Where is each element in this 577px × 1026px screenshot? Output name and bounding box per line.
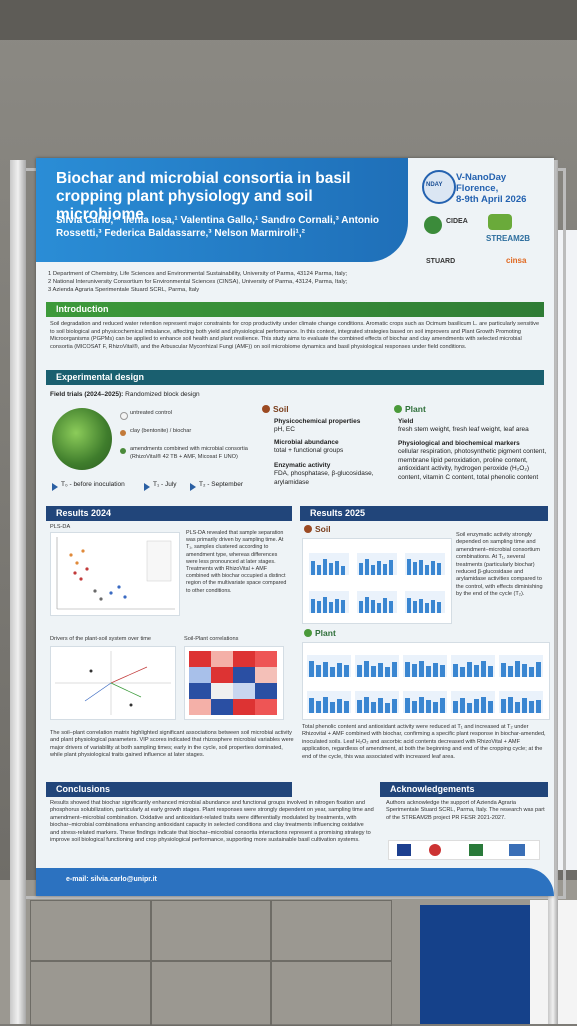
plant-heading: Plant bbox=[394, 404, 426, 414]
timeline-t2: T₂ - September bbox=[199, 481, 244, 488]
results-plant-heading: Plant bbox=[304, 628, 336, 638]
plant-bar-panels bbox=[307, 655, 543, 713]
eu-flag-icon bbox=[397, 844, 411, 856]
introduction-heading: Introduction bbox=[46, 302, 544, 317]
plant-icon bbox=[394, 405, 402, 413]
field-trials-line: Field trials (2024–2025): Randomized blo… bbox=[50, 391, 200, 398]
heatmap-grid bbox=[189, 651, 277, 715]
amendment-marker-icon bbox=[120, 430, 126, 436]
drivers-label: Drivers of the plant-soil system over ti… bbox=[50, 636, 152, 642]
soil-item-2: Microbial abundance total + functional gr… bbox=[274, 439, 344, 455]
conclusions-text: Results showed that biochar significantl… bbox=[50, 800, 374, 844]
republic-emblem-icon bbox=[429, 844, 441, 856]
results-2025-heading: Results 2025 bbox=[300, 506, 548, 521]
timeline-arrow-icon bbox=[190, 483, 196, 491]
soil-bar-panels bbox=[309, 553, 445, 613]
acknowledgements-text: Authors acknowledge the support of Azien… bbox=[386, 800, 545, 821]
cinsa-logo: cinsa bbox=[506, 256, 527, 265]
timeline-t0: T₀ - before inoculation bbox=[61, 481, 125, 488]
treatment-1: untreated control bbox=[130, 410, 172, 416]
event-place: Florence, bbox=[456, 183, 499, 194]
plsda-scatter bbox=[56, 537, 175, 610]
stuard-logo: STUARD bbox=[426, 258, 456, 265]
drivers-plot bbox=[50, 646, 176, 720]
soil-results-text: Soil enzymatic activity strongly depende… bbox=[456, 532, 543, 598]
cidea-logo-icon bbox=[424, 216, 442, 234]
timeline-t1: T₁ - July bbox=[153, 481, 177, 488]
correlation-label: Soil-Plant correlations bbox=[184, 636, 239, 642]
adjacent-poster bbox=[556, 230, 577, 870]
poster-header: Biochar and microbial consortia in basil… bbox=[36, 158, 408, 262]
wall-top-band bbox=[0, 0, 577, 40]
email-footer: e-mail: silvia.carlo@unipr.it bbox=[36, 868, 554, 896]
plsda-label: PLS-DA bbox=[50, 524, 71, 530]
event-date: 8-9th April 2026 bbox=[456, 194, 527, 205]
program-logo-icon bbox=[509, 844, 525, 856]
plant-results-text: Total phenolic content and antioxidant a… bbox=[302, 724, 546, 760]
event-info: V-NanoDay Florence, 8-9th April 2026 bbox=[456, 172, 526, 205]
plsda-plot bbox=[50, 532, 180, 616]
acknowledgements-heading: Acknowledgements bbox=[380, 782, 548, 797]
affiliation-1: 1 Department of Chemistry, Life Sciences… bbox=[48, 271, 348, 277]
treatment-2: clay (bentonite) / biochar bbox=[130, 428, 192, 434]
timeline-arrow-icon bbox=[52, 483, 58, 491]
conclusions-heading: Conclusions bbox=[46, 782, 292, 797]
soil-heading: Soil bbox=[262, 404, 289, 414]
results-2024-text: The soil–plant correlation matrix highli… bbox=[50, 730, 294, 759]
affiliation-3: 3 Azienda Agraria Sperimentale Stuard SC… bbox=[48, 287, 200, 293]
stream2b-logo: STREAM2B bbox=[486, 234, 531, 243]
results-soil-heading: Soil bbox=[304, 524, 331, 534]
stand-pole-left bbox=[10, 160, 26, 1024]
affiliations: 1 Department of Chemistry, Life Sciences… bbox=[48, 270, 438, 294]
affiliation-2: 2 National Interuniversity Consortium fo… bbox=[48, 279, 348, 285]
basil-photo bbox=[52, 408, 112, 470]
scientific-poster: Biochar and microbial consortia in basil… bbox=[36, 158, 554, 896]
soil-enzyme-charts bbox=[302, 538, 452, 624]
event-name: V-NanoDay bbox=[456, 172, 507, 183]
soil-icon bbox=[262, 405, 270, 413]
plant-marker-charts bbox=[302, 642, 550, 720]
plant-item-1: Yield fresh stem weight, fresh leaf weigh… bbox=[398, 418, 529, 434]
region-logo-icon bbox=[469, 844, 483, 856]
plant-icon bbox=[304, 629, 312, 637]
results-2024-heading: Results 2024 bbox=[46, 506, 292, 521]
treatment-3: amendments combined with microbial conso… bbox=[130, 446, 248, 460]
display-stand-box bbox=[420, 905, 535, 1024]
correlation-heatmap bbox=[184, 646, 284, 720]
plsda-text: PLS-DA revealed that sample separation w… bbox=[186, 530, 287, 594]
soil-item-3: Enzymatic activity FDA, phosphatase, β-gl… bbox=[274, 462, 374, 486]
control-marker-icon bbox=[120, 412, 128, 420]
timeline-arrow-icon bbox=[144, 483, 150, 491]
drivers-biplot bbox=[55, 651, 171, 715]
poster-authors: Silvia Carlo,¹* Ilenia Iosa,¹ Valentina … bbox=[56, 215, 380, 239]
cidea-logo: CIDEA bbox=[446, 218, 468, 225]
nday-logo: NDAY bbox=[422, 170, 456, 204]
soil-icon bbox=[304, 525, 312, 533]
experimental-design-heading: Experimental design bbox=[46, 370, 544, 385]
soil-item-1: Physicochemical properties pH, EC bbox=[274, 418, 361, 434]
consortia-marker-icon bbox=[120, 448, 126, 454]
poster-title: Biochar and microbial consortia in basil… bbox=[56, 170, 351, 223]
stream2b-logo-icon bbox=[488, 214, 512, 230]
introduction-text: Soil degradation and reduced water reten… bbox=[50, 321, 540, 350]
plant-item-2: Physiological and biochemical markers cel… bbox=[398, 440, 547, 481]
contact-email[interactable]: e-mail: silvia.carlo@unipr.it bbox=[66, 876, 157, 883]
funding-logos-strip bbox=[388, 840, 540, 860]
